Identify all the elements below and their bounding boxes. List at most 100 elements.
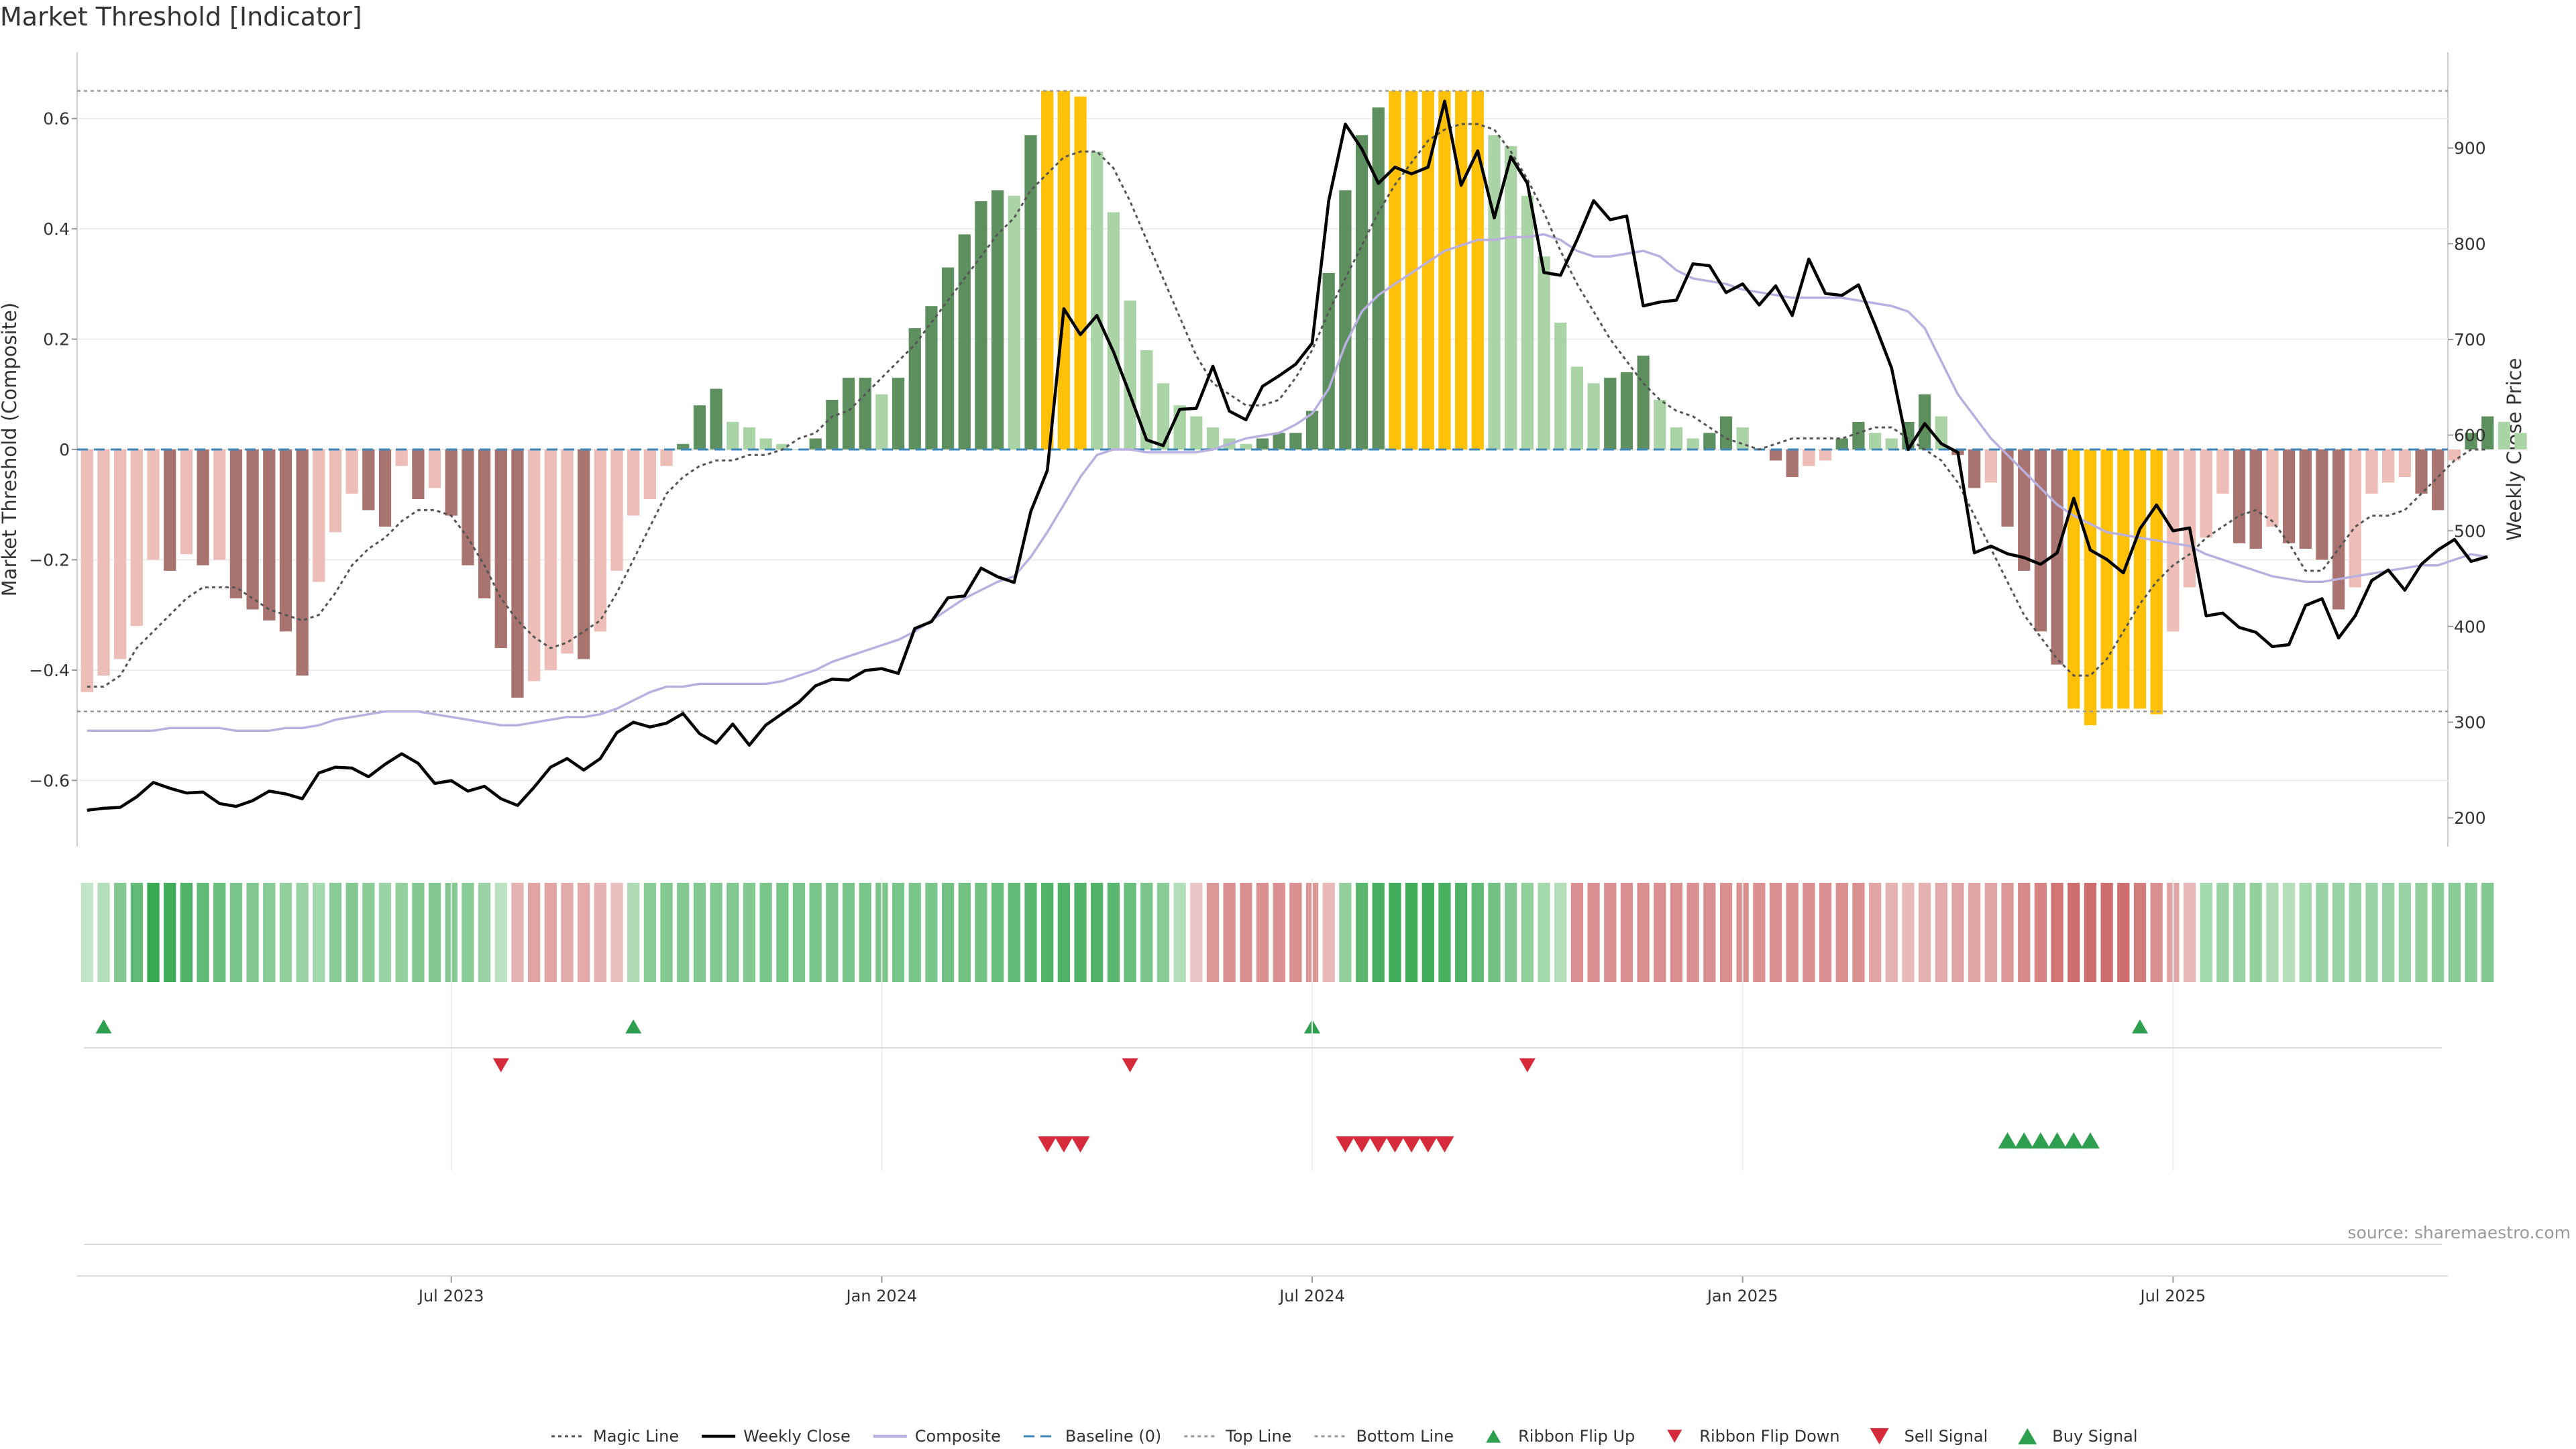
composite-bar	[594, 449, 606, 632]
ribbon-cell	[164, 883, 176, 982]
composite-bar	[279, 449, 292, 632]
legend-label: Magic Line	[593, 1427, 679, 1446]
ribbon-cell	[1289, 883, 1302, 982]
composite-line	[87, 233, 2488, 733]
ribbon-cell	[180, 883, 193, 982]
ribbon-cell	[1008, 883, 1020, 982]
x-tick-label: Jan 2025	[1706, 1287, 1778, 1305]
composite-bar	[1355, 135, 1368, 450]
composite-bar	[2398, 449, 2411, 478]
ribbon-cell	[1620, 883, 1633, 982]
composite-bar	[180, 449, 193, 555]
ribbon-flip-down-marker	[1122, 1058, 1138, 1073]
composite-bar	[677, 443, 690, 449]
composite-bar	[759, 438, 772, 449]
composite-bars	[80, 91, 2527, 726]
composite-bar	[925, 306, 938, 449]
composite-bar	[2448, 449, 2461, 461]
composite-bar	[727, 421, 739, 449]
composite-bar	[2200, 449, 2212, 538]
source-note: source: sharemaestro.com	[2348, 1223, 2571, 1242]
composite-bar	[2498, 421, 2511, 449]
composite-bar	[643, 449, 657, 499]
composite-bar	[2233, 449, 2246, 543]
y-tick-label: 0.6	[43, 109, 70, 129]
legend-item: Composite	[873, 1427, 1001, 1446]
ribbon-cell	[1968, 883, 1981, 982]
composite-bar	[1719, 416, 1733, 449]
ribbon-cell	[2349, 883, 2361, 982]
composite-bar	[412, 449, 425, 499]
composite-bar	[1919, 394, 1931, 449]
ribbon-cell	[2382, 883, 2395, 982]
composite-bar	[2034, 449, 2047, 632]
y-tick-label: −0.4	[29, 661, 70, 680]
ribbon-cell	[1140, 883, 1153, 982]
ribbon-cell	[1240, 883, 1252, 982]
composite-bar	[975, 201, 987, 449]
ribbon-strip	[80, 883, 2494, 982]
buy-signal-marker	[2015, 1132, 2034, 1149]
ribbon-cell	[1570, 883, 1584, 982]
ribbon-cell	[1471, 883, 1484, 982]
y2-tick-label: 900	[2454, 139, 2486, 158]
ribbon-flip-down-marker	[1519, 1058, 1536, 1073]
composite-bar	[892, 378, 905, 449]
ribbon-cell	[80, 883, 93, 982]
legend-label: Bottom Line	[1356, 1427, 1454, 1446]
ribbon-cell	[1587, 883, 1600, 982]
ribbon-cell	[1488, 883, 1501, 982]
legend-item: Buy Signal	[2018, 1427, 2138, 1446]
composite-bar	[1968, 449, 1981, 488]
composite-bar	[859, 378, 871, 449]
composite-bar	[627, 449, 640, 516]
legend-item: Magic Line	[551, 1427, 679, 1446]
composite-bar	[1024, 135, 1037, 450]
signal-markers	[95, 1019, 2148, 1153]
composite-bar	[2332, 449, 2345, 610]
composite-bar	[561, 449, 574, 654]
composite-bar	[2514, 433, 2527, 449]
sell-signal-marker	[1038, 1136, 1057, 1153]
legend-swatch	[1870, 1428, 1889, 1445]
composite-bar	[362, 449, 375, 511]
composite-bar	[1637, 356, 1650, 449]
composite-bar	[2183, 449, 2196, 588]
ribbon-cell	[627, 883, 640, 982]
composite-bar	[2382, 449, 2395, 483]
composite-bar	[97, 449, 110, 676]
y-tick-label: −0.6	[29, 771, 70, 790]
composite-bar	[1140, 350, 1153, 449]
composite-bar	[2349, 449, 2361, 588]
ribbon-cell	[2216, 883, 2229, 982]
composite-bar	[246, 449, 259, 610]
ribbon-cell	[958, 883, 971, 982]
magic-line	[87, 123, 2488, 688]
weekly-close-line	[87, 99, 2488, 812]
ribbon-cell	[1835, 883, 1848, 982]
composite-bar	[1488, 135, 1501, 450]
composite-bar	[1206, 427, 1220, 449]
ribbon-cell	[1521, 883, 1534, 982]
composite-bar	[2316, 449, 2328, 560]
composite-bar	[1587, 383, 1600, 449]
y-tick-label: 0	[59, 440, 70, 460]
composite-bar	[147, 449, 160, 560]
composite-bar	[2465, 433, 2477, 449]
ribbon-cell	[1405, 883, 1418, 982]
ribbon-cell	[1719, 883, 1733, 982]
ribbon-cell	[727, 883, 739, 982]
composite-bar	[1786, 449, 1799, 478]
y-axis-label: Market Threshold (Composite)	[0, 303, 21, 596]
composite-bar	[345, 449, 358, 494]
buy-signal-marker	[2080, 1132, 2100, 1149]
ribbon-cell	[1951, 883, 1964, 982]
ribbon-cell	[2150, 883, 2163, 982]
ribbon-cell	[1769, 883, 1782, 982]
ribbon-cell	[494, 883, 507, 982]
ribbon-cell	[578, 883, 590, 982]
legend-label: Composite	[915, 1427, 1001, 1446]
ribbon-cell	[776, 883, 789, 982]
composite-bar	[1057, 91, 1070, 450]
